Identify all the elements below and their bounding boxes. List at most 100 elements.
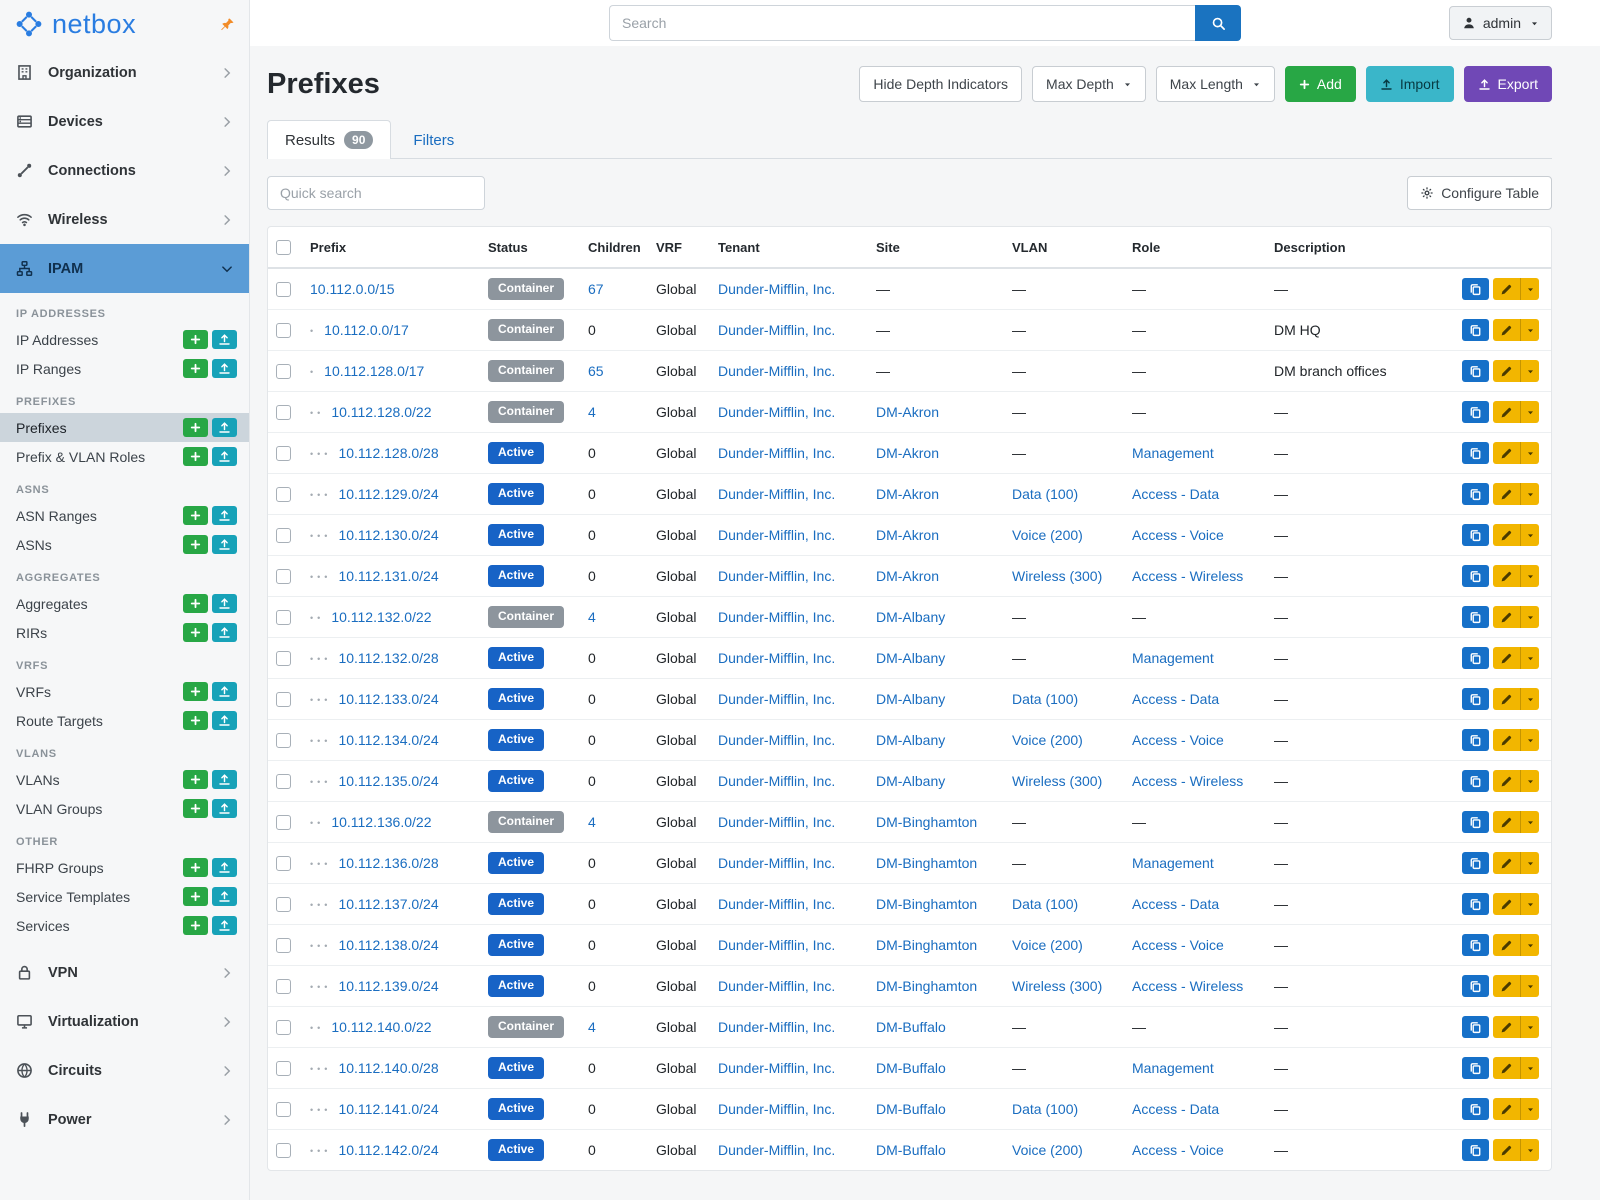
children-count-link[interactable]: 67 [588,281,604,298]
edit-dropdown-button[interactable] [1520,442,1539,465]
import-prefix-vlan-roles-button[interactable] [212,447,237,466]
row-checkbox[interactable] [276,1020,291,1036]
site-link[interactable]: DM-Binghamton [876,896,978,913]
prefix-link[interactable]: 10.112.136.0/22 [331,814,432,831]
sidebar-item-virtualization[interactable]: Virtualization [0,997,249,1046]
edit-dropdown-button[interactable] [1520,524,1539,547]
tenant-link[interactable]: Dunder-Mifflin, Inc. [718,1101,836,1118]
sidebar-item-wireless[interactable]: Wireless [0,195,249,244]
edit-button[interactable] [1493,975,1520,998]
clone-button[interactable] [1462,360,1489,383]
prefix-link[interactable]: 10.112.136.0/28 [338,855,439,872]
clone-button[interactable] [1462,401,1489,424]
tenant-link[interactable]: Dunder-Mifflin, Inc. [718,486,836,503]
add-fhrp-groups-button[interactable] [183,858,208,877]
import-route-targets-button[interactable] [212,711,237,730]
export-button[interactable]: Export [1463,66,1552,102]
import-vlans-button[interactable] [212,770,237,789]
user-menu-button[interactable]: admin [1448,6,1552,40]
prefix-link[interactable]: 10.112.128.0/28 [338,445,439,462]
site-link[interactable]: DM-Binghamton [876,978,978,995]
site-link[interactable]: DM-Albany [876,650,946,667]
row-checkbox[interactable] [276,1102,291,1118]
site-link[interactable]: DM-Buffalo [876,1060,946,1077]
sidebar-item-asn-ranges[interactable]: ASN Ranges [0,501,249,530]
site-link[interactable]: DM-Albany [876,773,946,790]
tenant-link[interactable]: Dunder-Mifflin, Inc. [718,281,836,298]
role-link[interactable]: Access - Wireless [1132,978,1244,995]
import-prefixes-button[interactable] [212,418,237,437]
prefix-link[interactable]: 10.112.132.0/28 [338,650,439,667]
row-checkbox[interactable] [276,323,291,339]
edit-button[interactable] [1493,360,1520,383]
row-checkbox[interactable] [276,651,291,667]
row-checkbox[interactable] [276,979,291,995]
edit-button[interactable] [1493,1098,1520,1121]
site-link[interactable]: DM-Albany [876,691,946,708]
children-count-link[interactable]: 4 [588,404,596,421]
role-link[interactable]: Access - Voice [1132,732,1224,749]
column-header-status[interactable]: Status [480,227,580,270]
tenant-link[interactable]: Dunder-Mifflin, Inc. [718,609,836,626]
edit-dropdown-button[interactable] [1520,1139,1539,1162]
column-header-vrf[interactable]: VRF [648,227,710,270]
add-aggregates-button[interactable] [183,594,208,613]
global-search-button[interactable] [1195,5,1241,41]
clone-button[interactable] [1462,319,1489,342]
edit-dropdown-button[interactable] [1520,1016,1539,1039]
clone-button[interactable] [1462,975,1489,998]
clone-button[interactable] [1462,1139,1489,1162]
vlan-link[interactable]: Data (100) [1012,1101,1079,1118]
import-services-button[interactable] [212,916,237,935]
tenant-link[interactable]: Dunder-Mifflin, Inc. [718,445,836,462]
prefix-link[interactable]: 10.112.141.0/24 [338,1101,439,1118]
site-link[interactable]: DM-Akron [876,486,940,503]
import-ip-ranges-button[interactable] [212,359,237,378]
edit-button[interactable] [1493,1057,1520,1080]
import-aggregates-button[interactable] [212,594,237,613]
edit-button[interactable] [1493,565,1520,588]
add-rirs-button[interactable] [183,623,208,642]
site-link[interactable]: DM-Binghamton [876,937,978,954]
sidebar-item-vrfs[interactable]: VRFs [0,677,249,706]
sidebar-item-fhrp-groups[interactable]: FHRP Groups [0,853,249,882]
add-service-templates-button[interactable] [183,887,208,906]
tab-filters[interactable]: Filters [395,120,472,159]
row-checkbox[interactable] [276,692,291,708]
vlan-link[interactable]: Wireless (300) [1012,773,1103,790]
sidebar-item-service-templates[interactable]: Service Templates [0,882,249,911]
clone-button[interactable] [1462,770,1489,793]
tenant-link[interactable]: Dunder-Mifflin, Inc. [718,1142,836,1159]
sidebar-item-ip-ranges[interactable]: IP Ranges [0,354,249,383]
edit-dropdown-button[interactable] [1520,688,1539,711]
import-rirs-button[interactable] [212,623,237,642]
row-checkbox[interactable] [276,610,291,626]
role-link[interactable]: Access - Data [1132,691,1220,708]
column-header-role[interactable]: Role [1124,227,1266,270]
sidebar-item-ipam[interactable]: IPAM [0,244,249,293]
vlan-link[interactable]: Data (100) [1012,691,1079,708]
edit-button[interactable] [1493,1139,1520,1162]
sidebar-item-aggregates[interactable]: Aggregates [0,589,249,618]
sidebar-item-connections[interactable]: Connections [0,146,249,195]
sidebar-item-circuits[interactable]: Circuits [0,1046,249,1095]
column-header-tenant[interactable]: Tenant [710,227,868,270]
role-link[interactable]: Access - Voice [1132,527,1224,544]
tenant-link[interactable]: Dunder-Mifflin, Inc. [718,650,836,667]
tenant-link[interactable]: Dunder-Mifflin, Inc. [718,691,836,708]
edit-dropdown-button[interactable] [1520,319,1539,342]
edit-dropdown-button[interactable] [1520,360,1539,383]
vlan-link[interactable]: Voice (200) [1012,732,1083,749]
add-prefixes-button[interactable] [183,418,208,437]
sidebar-item-prefix-vlan-roles[interactable]: Prefix & VLAN Roles [0,442,249,471]
prefix-link[interactable]: 10.112.0.0/17 [324,322,409,339]
edit-dropdown-button[interactable] [1520,770,1539,793]
role-link[interactable]: Management [1132,445,1214,462]
import-fhrp-groups-button[interactable] [212,858,237,877]
prefix-link[interactable]: 10.112.0.0/15 [310,281,395,298]
edit-button[interactable] [1493,647,1520,670]
add-ip-addresses-button[interactable] [183,330,208,349]
edit-dropdown-button[interactable] [1520,483,1539,506]
site-link[interactable]: DM-Akron [876,404,940,421]
role-link[interactable]: Access - Data [1132,486,1220,503]
